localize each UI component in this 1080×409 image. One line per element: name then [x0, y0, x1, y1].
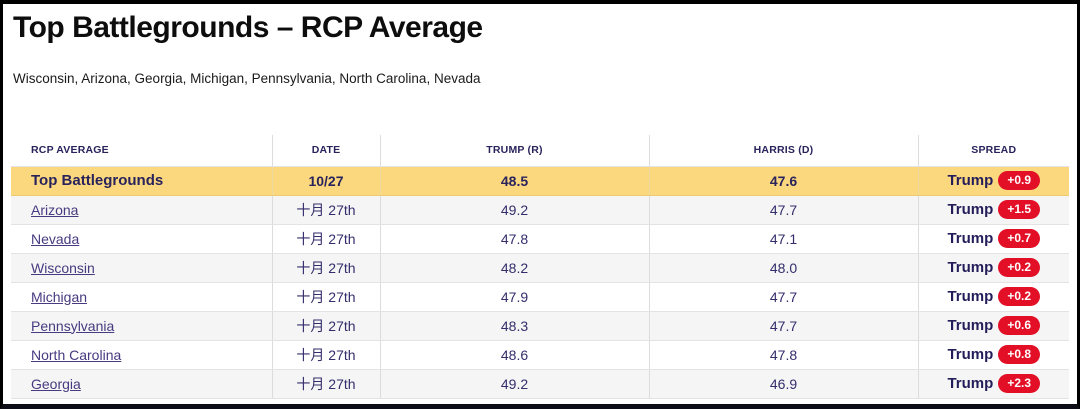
table-row: Arizona 十月 27th 49.2 47.7 Trump +1.5 — [11, 195, 1069, 225]
trump-value: 49.2 — [379, 195, 649, 225]
spread-cell: Trump +0.6 — [917, 311, 1069, 341]
state-link-georgia[interactable]: Georgia — [31, 375, 81, 392]
page-subtitle: Wisconsin, Arizona, Georgia, Michigan, P… — [13, 71, 481, 86]
trump-value: 48.2 — [379, 253, 649, 283]
spread-leader-label: Trump — [947, 230, 994, 247]
table-row: Nevada 十月 27th 47.8 47.1 Trump +0.7 — [11, 224, 1069, 254]
spread-margin-badge: +0.6 — [998, 316, 1041, 335]
spread-margin-badge: +1.5 — [998, 200, 1041, 219]
state-link-pennsylvania[interactable]: Pennsylvania — [31, 317, 115, 334]
spread-leader-label: Trump — [947, 317, 994, 334]
spread-cell: Trump +1.5 — [917, 195, 1069, 225]
spread-margin-badge: +2.3 — [998, 374, 1041, 393]
spread-cell: Trump +0.2 — [917, 253, 1069, 283]
spread-margin-badge: +0.2 — [998, 287, 1041, 306]
harris-value: 46.9 — [648, 369, 918, 399]
state-link-michigan[interactable]: Michigan — [31, 288, 88, 305]
state-link-wisconsin[interactable]: Wisconsin — [31, 259, 95, 276]
harris-value: 47.7 — [648, 195, 918, 225]
harris-value: 47.7 — [648, 311, 918, 341]
table-row: North Carolina 十月 27th 48.6 47.8 Trump +0… — [11, 340, 1069, 370]
state-link-arizona[interactable]: Arizona — [31, 201, 79, 218]
col-header-date: Date — [271, 135, 380, 167]
date-cell: 十月 27th — [271, 369, 380, 399]
spread-leader-label: Trump — [947, 259, 994, 276]
spread-margin-badge: +0.9 — [998, 171, 1041, 190]
col-header-harris: Harris (D) — [648, 135, 918, 167]
date-cell: 十月 27th — [271, 282, 380, 312]
harris-value: 47.7 — [648, 282, 918, 312]
table-header-row: RCP Average Date Trump (R) Harris (D) Sp… — [11, 135, 1069, 167]
summary-name: Top Battlegrounds — [11, 166, 272, 196]
spread-cell: Trump +0.2 — [917, 282, 1069, 312]
table-row: Georgia 十月 27th 49.2 46.9 Trump +2.3 — [11, 369, 1069, 399]
harris-value: 47.1 — [648, 224, 918, 254]
spread-leader-label: Trump — [947, 172, 994, 189]
summary-spread: Trump +0.9 — [917, 166, 1069, 196]
spread-leader-label: Trump — [947, 201, 994, 218]
col-header-rcp-average: RCP Average — [11, 135, 272, 167]
summary-trump-value: 48.5 — [379, 166, 649, 196]
table-row: Wisconsin 十月 27th 48.2 48.0 Trump +0.2 — [11, 253, 1069, 283]
spread-cell: Trump +0.7 — [917, 224, 1069, 254]
trump-value: 48.6 — [379, 340, 649, 370]
col-header-trump: Trump (R) — [379, 135, 649, 167]
summary-date: 10/27 — [271, 166, 380, 196]
trump-value: 48.3 — [379, 311, 649, 341]
spread-cell: Trump +0.8 — [917, 340, 1069, 370]
spread-margin-badge: +0.7 — [998, 229, 1041, 248]
trump-value: 49.2 — [379, 369, 649, 399]
trump-value: 47.9 — [379, 282, 649, 312]
table-row: Pennsylvania 十月 27th 48.3 47.7 Trump +0.6 — [11, 311, 1069, 341]
date-cell: 十月 27th — [271, 340, 380, 370]
trump-value: 47.8 — [379, 224, 649, 254]
date-cell: 十月 27th — [271, 224, 380, 254]
spread-cell: Trump +2.3 — [917, 369, 1069, 399]
spread-leader-label: Trump — [947, 346, 994, 363]
page-title: Top Battlegrounds – RCP Average — [13, 11, 483, 44]
rcp-average-table: RCP Average Date Trump (R) Harris (D) Sp… — [11, 135, 1069, 399]
state-link-nevada[interactable]: Nevada — [31, 230, 80, 247]
harris-value: 47.8 — [648, 340, 918, 370]
summary-harris-value: 47.6 — [648, 166, 918, 196]
date-cell: 十月 27th — [271, 253, 380, 283]
table-row: Michigan 十月 27th 47.9 47.7 Trump +0.2 — [11, 282, 1069, 312]
summary-row: Top Battlegrounds 10/27 48.5 47.6 Trump +… — [11, 166, 1069, 196]
state-link-north-carolina[interactable]: North Carolina — [31, 346, 122, 363]
harris-value: 48.0 — [648, 253, 918, 283]
spread-leader-label: Trump — [947, 375, 994, 392]
date-cell: 十月 27th — [271, 195, 380, 225]
spread-leader-label: Trump — [947, 288, 994, 305]
page-content: Top Battlegrounds – RCP Average Wisconsi… — [3, 10, 1077, 399]
spread-margin-badge: +0.2 — [998, 258, 1041, 277]
date-cell: 十月 27th — [271, 311, 380, 341]
col-header-spread: Spread — [917, 135, 1069, 167]
spread-margin-badge: +0.8 — [998, 345, 1041, 364]
